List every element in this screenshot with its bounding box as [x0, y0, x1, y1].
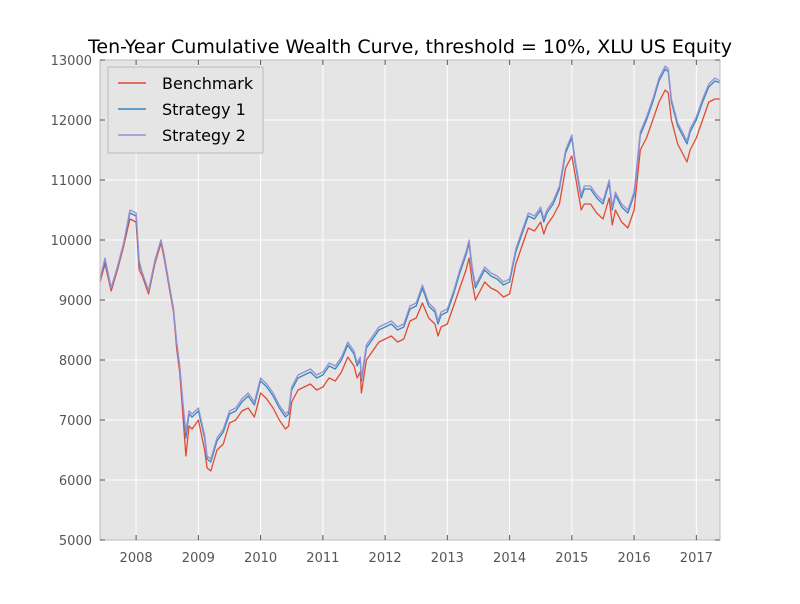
x-tick-label: 2016	[618, 551, 651, 566]
legend: Benchmark Strategy 1 Strategy 2	[107, 66, 264, 154]
legend-label: Benchmark	[162, 74, 254, 93]
x-tick-label: 2009	[182, 551, 215, 566]
x-tick-label: 2012	[369, 551, 402, 566]
x-tick-label: 2017	[680, 551, 713, 566]
y-tick-label: 11000	[51, 174, 92, 189]
legend-label: Strategy 1	[162, 100, 246, 119]
chart-title: Ten-Year Cumulative Wealth Curve, thresh…	[87, 36, 732, 58]
y-tick-label: 10000	[51, 234, 92, 249]
y-tick-label: 12000	[51, 114, 92, 129]
x-tick-label: 2010	[244, 551, 277, 566]
y-tick-label: 7000	[59, 414, 92, 429]
x-tick-label: 2013	[431, 551, 464, 566]
legend-label: Strategy 2	[162, 126, 246, 145]
x-tick-label: 2008	[120, 551, 153, 566]
legend-box	[107, 66, 264, 154]
y-tick-label: 8000	[59, 354, 92, 369]
y-tick-label: 5000	[59, 534, 92, 549]
x-tick-label: 2014	[493, 551, 526, 566]
x-tick-label: 2015	[555, 551, 588, 566]
y-tick-label: 6000	[59, 474, 92, 489]
series-line-strategy-2	[99, 65, 721, 460]
series-lines	[99, 65, 721, 472]
axis-ticks: 5000 6000 7000 8000 9000 10000 11000 12000 13000…	[51, 54, 720, 566]
y-tick-label: 13000	[51, 54, 92, 69]
y-tick-label: 9000	[59, 294, 92, 309]
x-tick-label: 2011	[306, 551, 339, 566]
series-line-benchmark	[99, 89, 720, 472]
